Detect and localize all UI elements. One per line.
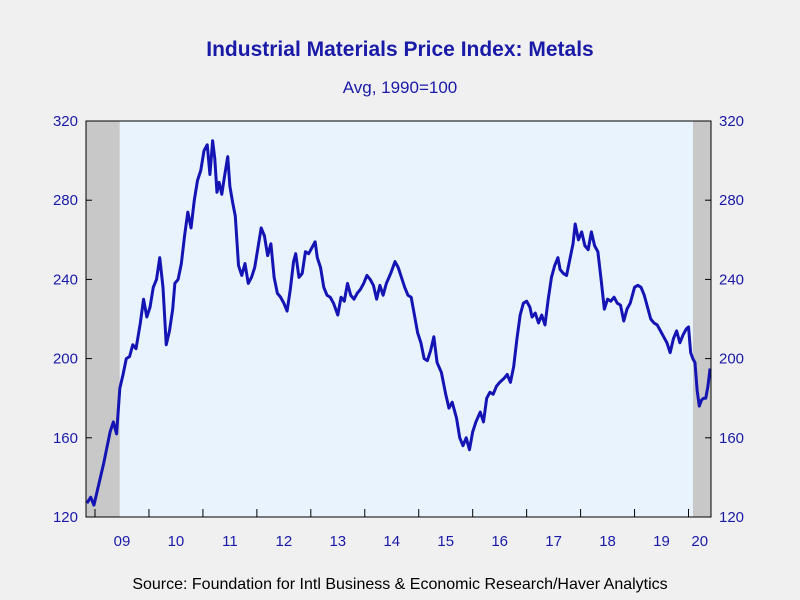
y-tick-label-left: 160	[53, 430, 78, 447]
x-tick-label: 14	[383, 533, 400, 550]
series-layer	[85, 139, 712, 507]
y-tick-label-left: 320	[53, 113, 78, 130]
y-tick-label-left: 120	[53, 509, 78, 526]
x-tick-label: 11	[222, 533, 238, 550]
chart-title: Industrial Materials Price Index: Metals	[206, 38, 594, 61]
chart-subtitle: Avg, 1990=100	[342, 78, 458, 97]
x-tick-label: 16	[491, 533, 508, 550]
y-tick-label-right: 200	[719, 351, 744, 368]
recession-band	[692, 121, 711, 517]
y-tick-label-right: 120	[719, 509, 744, 526]
y-tick-label-right: 320	[719, 113, 744, 130]
x-tick-label: 12	[276, 533, 293, 550]
y-tick-label-right: 240	[719, 271, 744, 288]
x-tick-label: 13	[329, 533, 346, 550]
x-tick-label: 18	[599, 533, 616, 550]
y-tick-label-left: 280	[53, 192, 78, 209]
recession-shading	[86, 121, 711, 517]
plot-frame	[85, 120, 712, 518]
axis-ticks: 120 120 160 160 200 200 240 240 280 280 320 320 09 10…	[53, 113, 744, 550]
x-tick-label: 19	[653, 533, 670, 550]
y-tick-label-right: 160	[719, 430, 744, 447]
x-tick-label: 20	[691, 533, 708, 550]
x-tick-label: 09	[114, 533, 131, 550]
x-tick-label: 17	[545, 533, 562, 550]
x-tick-label: 10	[168, 533, 185, 550]
plot-area	[85, 120, 712, 518]
recession-band	[86, 121, 120, 517]
y-tick-label-left: 200	[53, 351, 78, 368]
y-tick-label-left: 240	[53, 271, 78, 288]
series-line	[85, 139, 712, 507]
x-tick-label: 15	[437, 533, 454, 550]
chart-source: Source: Foundation for Intl Business & E…	[132, 576, 668, 593]
y-tick-label-right: 280	[719, 192, 744, 209]
